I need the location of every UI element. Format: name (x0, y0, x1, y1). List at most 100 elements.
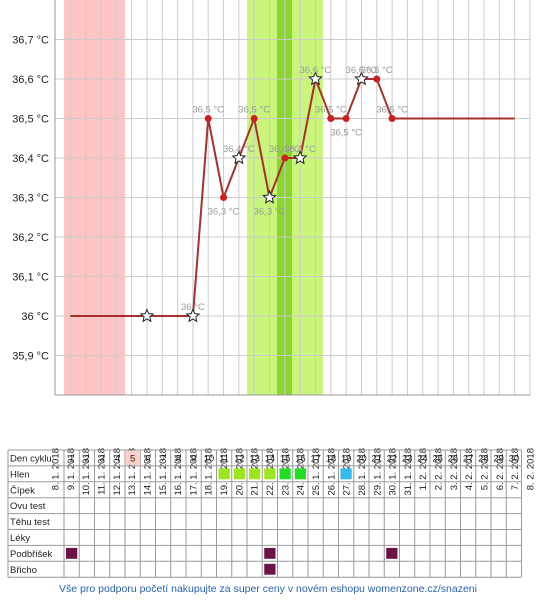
x-tick-label: 17. 1. 2018 (188, 448, 199, 496)
day-number: 9 (191, 454, 196, 465)
x-tick-label: 26. 1. 2018 (326, 448, 337, 496)
x-tick-label: 8. 2. 2018 (526, 448, 537, 490)
day-number: 17 (310, 454, 321, 465)
star-point (308, 71, 323, 86)
cell-mark (218, 468, 230, 480)
footer-link[interactable]: Vše pro podporu početí nakupujte za supe… (59, 583, 477, 595)
data-label: 36,5 °C (376, 105, 408, 116)
y-tick-label: 36,6 °C (12, 74, 49, 86)
data-label: 36,6 °C (346, 65, 378, 76)
data-label: 36,5 °C (192, 105, 224, 116)
row-label: Hlen (10, 469, 30, 480)
star-point (185, 308, 201, 323)
table: 1 2 3 4 5 6 7 8 9 10 11 12 13 14 15 16 17 18 19 20 21 22 23 24 2… (7, 449, 522, 578)
row-label: Podbřišek (10, 549, 52, 560)
day-number: 6 (145, 454, 150, 465)
data-label: 36,6 °C (361, 65, 393, 76)
x-tick-label: 30. 1. 2018 (388, 448, 399, 496)
day-number: 28 (478, 454, 489, 465)
y-tick-label: 36,7 °C (12, 35, 49, 47)
x-tick-label: 10. 1. 2018 (81, 448, 92, 496)
data-label: 36,6 °C (300, 65, 332, 76)
day-number: 25 (432, 454, 443, 465)
data-label: 36,5 °C (315, 105, 347, 116)
x-tick-label: 5. 2. 2018 (480, 448, 491, 490)
x-tick-label: 25. 1. 2018 (311, 448, 322, 496)
day-number: 8 (176, 454, 181, 465)
cell-mark (294, 468, 306, 480)
cell-mark (66, 547, 78, 559)
point (327, 115, 335, 122)
data-label: 36 °C (181, 302, 205, 313)
day-number: 18 (326, 454, 337, 465)
data-label: 36,5 °C (238, 105, 270, 116)
cell-mark (264, 468, 276, 480)
x-tick-label: 8. 1. 2018 (51, 448, 62, 490)
point (250, 115, 258, 122)
day-number: 5 (130, 454, 135, 465)
day-number: 19 (341, 454, 352, 465)
data-label: 36,4 °C (269, 144, 301, 155)
day-number: 26 (448, 454, 459, 465)
x-tick-label: 28. 1. 2018 (357, 448, 368, 496)
x-tick-label: 6. 2. 2018 (495, 448, 506, 490)
cell-mark (233, 468, 245, 480)
y-tick-label: 36,5 °C (12, 114, 49, 126)
cell-mark (386, 547, 398, 559)
cell-mark (279, 468, 291, 480)
day-number: 14 (265, 454, 276, 465)
star-point (139, 308, 155, 323)
x-tick-label: 11. 1. 2018 (96, 448, 107, 495)
cell-mark (249, 468, 261, 480)
data-label: 36,3 °C (208, 207, 240, 218)
x-tick-label: 2. 2. 2018 (434, 448, 445, 490)
day-number: 13 (249, 454, 260, 465)
data-label: 36,4 °C (223, 144, 255, 155)
star-point (292, 150, 308, 165)
point (281, 154, 289, 162)
y-tick-label: 36,2 °C (12, 232, 49, 244)
y-tick-label: 36,4 °C (12, 153, 49, 165)
x-tick-label: 3. 2. 2018 (449, 448, 460, 490)
day-number: 27 (463, 454, 474, 465)
y-tick-label: 35,9 °C (12, 351, 49, 363)
x-tick-label: 1. 2. 2018 (418, 448, 429, 490)
day-number: 10 (204, 454, 215, 465)
y-tick-label: 36,3 °C (12, 193, 49, 205)
x-tick-label: 29. 1. 2018 (372, 448, 383, 496)
x-tick-label: 9. 1. 2018 (66, 448, 77, 490)
x-tick-label: 12. 1. 2018 (112, 448, 123, 496)
day-number: 7 (160, 454, 165, 465)
row-label: Léky (10, 533, 30, 544)
point (388, 115, 396, 122)
cell-mark (264, 547, 276, 559)
day-number: 4 (115, 454, 120, 465)
star-point (262, 189, 277, 204)
row-label: Břicho (10, 565, 37, 576)
point (204, 115, 212, 122)
day-number: 20 (356, 454, 367, 465)
day-number: 24 (417, 454, 428, 465)
day-number: 30 (509, 454, 520, 465)
x-tick-label: 4. 2. 2018 (464, 448, 475, 490)
cell-mark (340, 468, 352, 480)
x-tick-label: 31. 1. 2018 (403, 448, 414, 496)
day-number: 29 (493, 454, 504, 465)
y-tick-label: 36 °C (21, 311, 49, 323)
row-label: Den cyklu (10, 454, 52, 465)
day-number: 21 (371, 454, 382, 465)
x-tick-label: 7. 2. 2018 (510, 448, 521, 490)
day-number: 1 (69, 454, 74, 465)
day-number: 12 (234, 454, 245, 465)
day-number: 16 (295, 454, 306, 465)
point (220, 194, 228, 201)
x-tick-label: 16. 1. 2018 (173, 448, 184, 496)
day-number: 15 (280, 454, 291, 465)
x-tick-label: 18. 1. 2018 (204, 448, 215, 496)
day-number: 22 (387, 454, 398, 465)
day-number: 3 (99, 454, 104, 465)
day-number: 11 (219, 454, 229, 465)
x-tick-label: 14. 1. 2018 (142, 448, 153, 496)
star-point (354, 71, 369, 86)
